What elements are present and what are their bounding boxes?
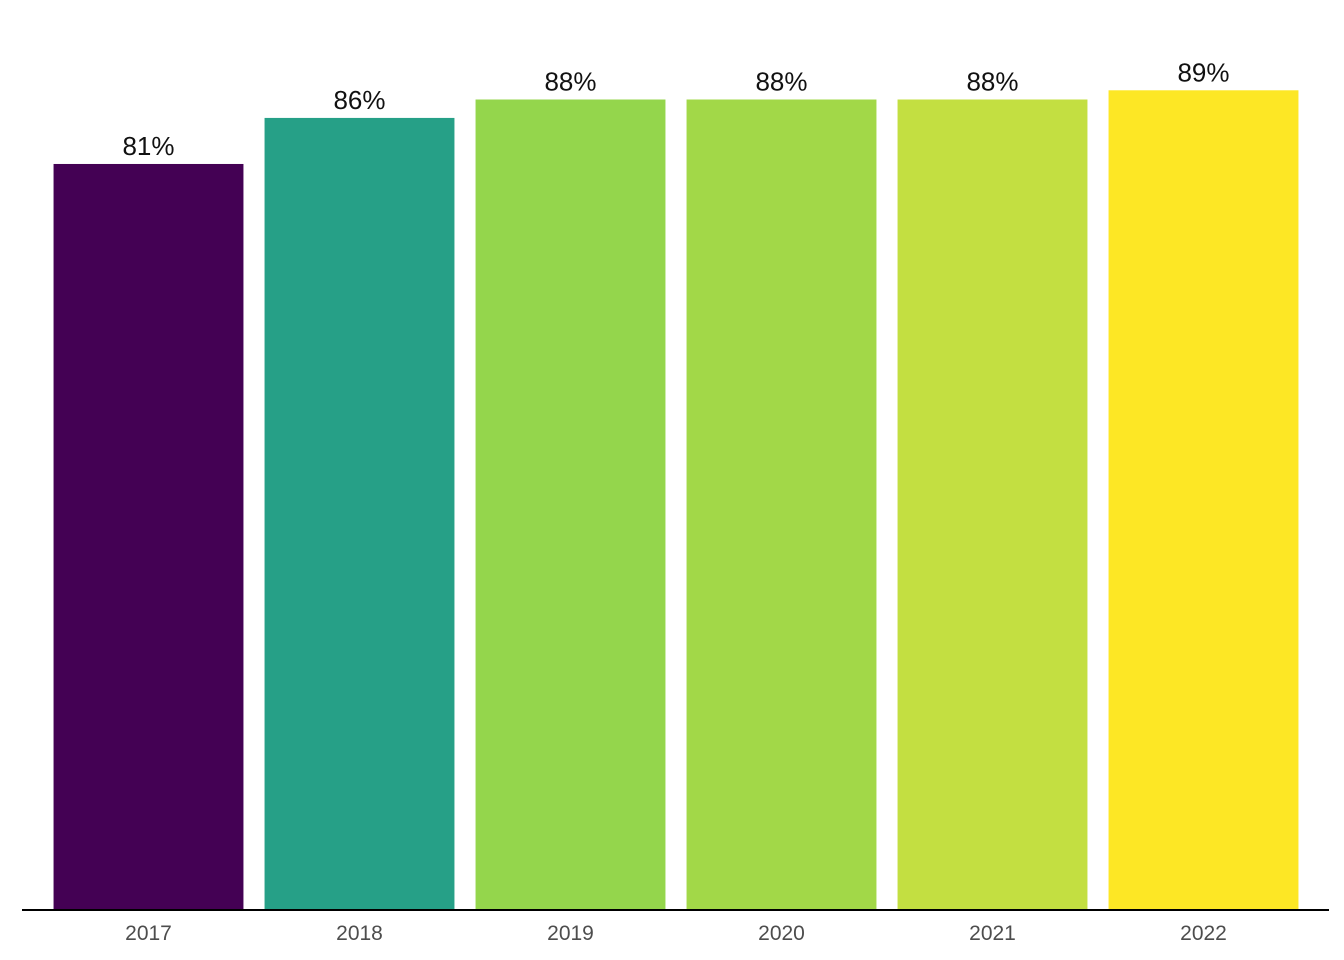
value-label-2017: 81% [122, 131, 174, 161]
value-labels-group: 81% 86% 88% 88% 88% 89% [122, 57, 1229, 161]
bar-2018 [264, 117, 455, 911]
bar-2019 [475, 99, 666, 910]
bar-2017 [53, 163, 244, 911]
x-tick-labels-group: 2017 2018 2019 2020 2021 2022 [125, 922, 1227, 945]
value-label-2020: 88% [755, 67, 807, 97]
value-label-2018: 86% [333, 85, 385, 115]
bars-group [53, 90, 1299, 911]
value-label-2019: 88% [544, 67, 596, 97]
bar-2020 [686, 99, 877, 910]
x-tick-label-2019: 2019 [547, 922, 594, 945]
bar-2022 [1108, 90, 1299, 911]
x-tick-label-2017: 2017 [125, 922, 172, 945]
value-label-2022: 89% [1177, 57, 1229, 87]
value-label-2021: 88% [966, 67, 1018, 97]
x-tick-label-2022: 2022 [1180, 922, 1227, 945]
bar-2021 [897, 99, 1088, 910]
x-tick-label-2018: 2018 [336, 922, 383, 945]
x-tick-label-2020: 2020 [758, 922, 805, 945]
x-tick-label-2021: 2021 [969, 922, 1016, 945]
